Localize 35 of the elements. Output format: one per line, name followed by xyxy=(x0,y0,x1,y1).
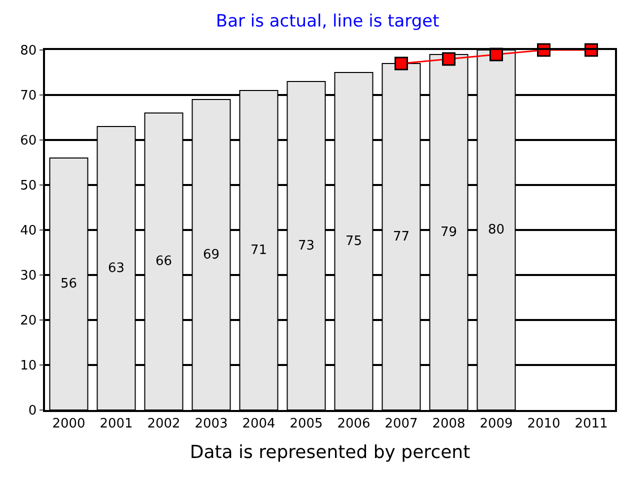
y-tick-label: 20 xyxy=(20,314,37,329)
x-tick-label: 2010 xyxy=(527,416,560,432)
chart-title: Bar is actual, line is target xyxy=(216,11,440,32)
y-tick-label: 60 xyxy=(20,134,37,149)
data-label: 71 xyxy=(250,242,268,258)
x-tick-label: 2001 xyxy=(100,416,133,432)
x-tick-label: 2008 xyxy=(432,416,466,432)
x-tick-label: 2004 xyxy=(242,416,276,432)
y-tick-label: 30 xyxy=(20,268,37,284)
x-tick-label: 2006 xyxy=(337,416,370,432)
data-label: 69 xyxy=(202,247,220,262)
point xyxy=(394,56,408,70)
data-label: 75 xyxy=(345,234,362,249)
data-label: 63 xyxy=(108,260,125,276)
x-tick-label: 2011 xyxy=(574,416,608,432)
y-tick-label: 10 xyxy=(20,358,37,374)
data-label: 56 xyxy=(60,276,78,292)
x-tick-label: 2003 xyxy=(194,416,228,432)
x-tick-label: 2000 xyxy=(52,416,86,432)
y-tick-label: 50 xyxy=(20,178,37,194)
point xyxy=(442,52,456,66)
data-label: 79 xyxy=(440,224,458,240)
y-tick-label: 80 xyxy=(20,44,37,59)
data-label: 77 xyxy=(392,229,410,244)
x-tick-label: 2007 xyxy=(384,416,418,432)
x-axis-title: Data is represented by percent xyxy=(190,442,470,463)
x-tick-label: 2005 xyxy=(290,416,323,432)
data-label: 73 xyxy=(298,238,315,254)
x-tick-label: 2009 xyxy=(480,416,513,432)
x-tick-label: 2002 xyxy=(147,416,180,432)
y-tick-label: 70 xyxy=(20,88,37,104)
y-tick-label: 0 xyxy=(28,404,37,419)
data-label: 66 xyxy=(155,254,172,269)
y-tick-label: 40 xyxy=(20,224,37,239)
data-label: 80 xyxy=(488,222,505,238)
